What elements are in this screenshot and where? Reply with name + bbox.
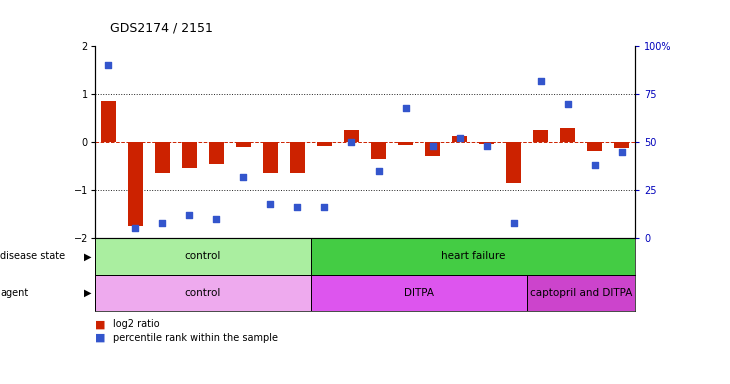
Text: agent: agent (0, 288, 28, 298)
Bar (182, 142, 197, 169)
Text: ■: ■ (95, 319, 105, 329)
Bar (527, 275, 635, 311)
Text: ▶: ▶ (84, 288, 91, 298)
Point (130, 225, 142, 232)
Bar (452, 136, 467, 142)
Bar (236, 142, 251, 147)
Text: captopril and DITPA: captopril and DITPA (530, 288, 632, 298)
Bar (398, 142, 413, 145)
Point (372, 168, 384, 174)
Bar (506, 142, 521, 183)
Point (508, 220, 520, 226)
Bar (560, 127, 575, 142)
Point (157, 220, 169, 226)
Point (102, 62, 114, 68)
Bar (614, 142, 629, 148)
Text: control: control (185, 251, 221, 262)
Bar (311, 275, 527, 311)
Text: control: control (185, 288, 221, 298)
Bar (587, 142, 602, 151)
Bar (155, 142, 170, 173)
Point (265, 200, 277, 207)
Point (184, 212, 196, 218)
Point (588, 162, 600, 168)
Text: DITPA: DITPA (404, 288, 434, 298)
Bar (290, 142, 305, 173)
Bar (263, 142, 278, 173)
Text: log2 ratio: log2 ratio (113, 319, 160, 329)
Bar (344, 130, 359, 142)
Bar (101, 101, 116, 142)
Point (534, 78, 546, 84)
Text: ■: ■ (95, 333, 105, 343)
Bar (479, 142, 494, 144)
Point (427, 143, 439, 149)
Point (238, 174, 250, 180)
Point (454, 135, 466, 141)
Point (318, 204, 330, 210)
Text: percentile rank within the sample: percentile rank within the sample (113, 333, 278, 343)
Bar (95, 275, 311, 311)
Point (292, 204, 304, 210)
Text: heart failure: heart failure (441, 251, 505, 262)
Point (211, 216, 223, 222)
Point (346, 139, 358, 145)
Bar (209, 142, 224, 164)
Point (616, 149, 628, 155)
Bar (317, 142, 332, 146)
Text: ▶: ▶ (84, 251, 91, 262)
Point (562, 101, 574, 107)
Text: GDS2174 / 2151: GDS2174 / 2151 (110, 22, 212, 35)
Text: disease state: disease state (0, 251, 65, 262)
Point (481, 143, 493, 149)
Bar (425, 142, 440, 157)
Bar (311, 238, 635, 275)
Bar (128, 142, 143, 226)
Bar (371, 142, 386, 159)
Point (400, 104, 412, 111)
Bar (95, 238, 311, 275)
Bar (533, 130, 548, 142)
